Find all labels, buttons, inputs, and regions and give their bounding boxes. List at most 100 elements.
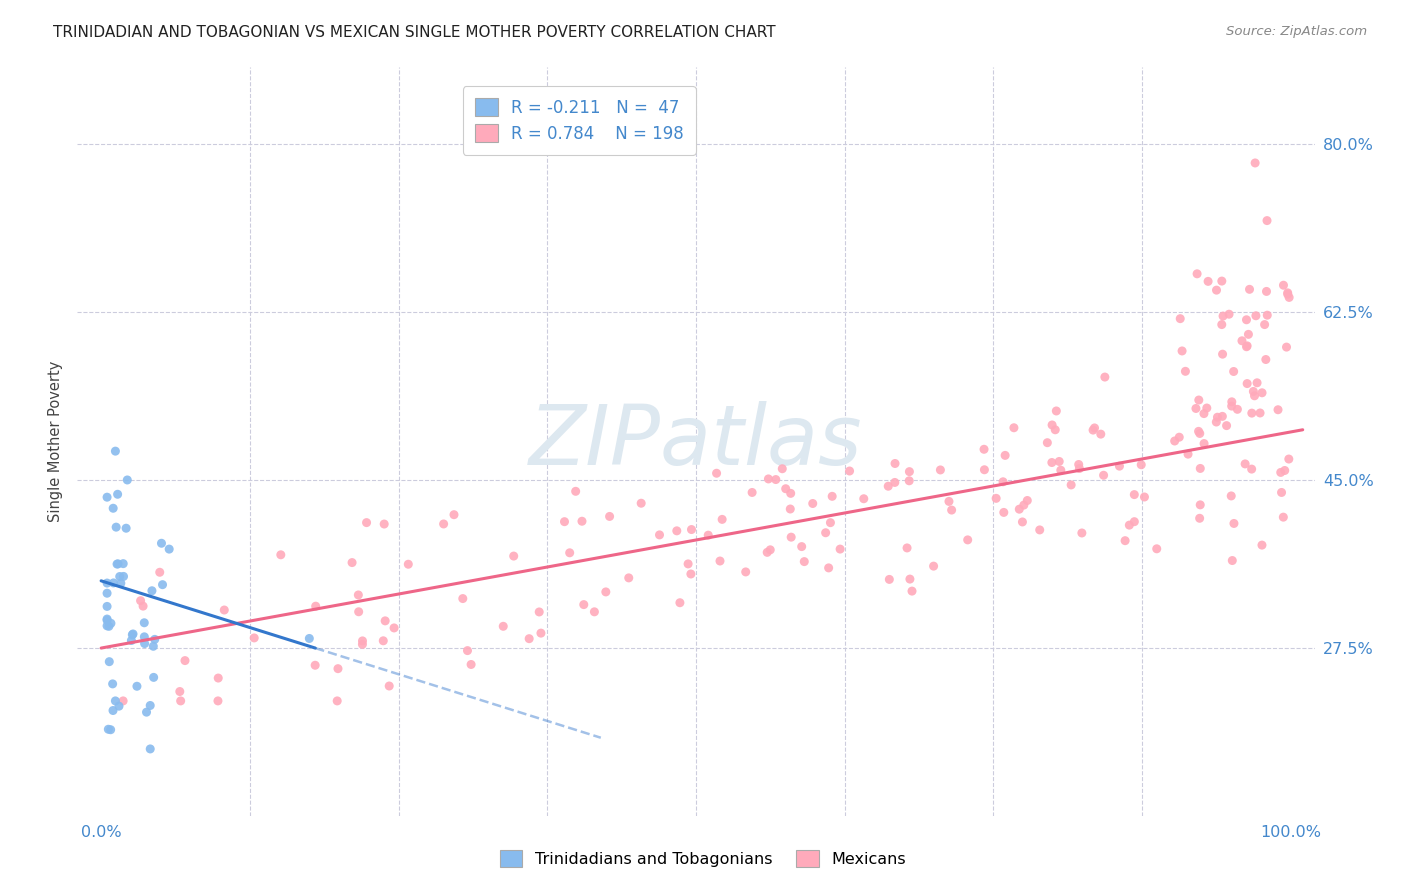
Point <box>681 523 703 537</box>
Point <box>877 479 900 493</box>
Point <box>830 542 852 557</box>
Point <box>617 571 640 585</box>
Point <box>765 473 787 487</box>
Point <box>105 520 128 534</box>
Point <box>1275 340 1298 354</box>
Point <box>993 505 1015 519</box>
Point <box>1244 156 1267 170</box>
Point <box>994 449 1017 463</box>
Y-axis label: Single Mother Poverty: Single Mother Poverty <box>48 361 63 522</box>
Point <box>711 512 734 526</box>
Point <box>669 596 692 610</box>
Point <box>1274 463 1296 477</box>
Point <box>1123 487 1146 501</box>
Point <box>779 486 801 500</box>
Point <box>572 598 595 612</box>
Point <box>112 557 135 571</box>
Point <box>1237 327 1260 342</box>
Point <box>709 554 731 568</box>
Point <box>1230 334 1253 348</box>
Point <box>1246 376 1268 390</box>
Point <box>630 496 652 510</box>
Point <box>139 698 162 713</box>
Point <box>152 577 174 591</box>
Point <box>1243 389 1265 403</box>
Point <box>96 612 118 626</box>
Point <box>679 566 702 581</box>
Text: Source: ZipAtlas.com: Source: ZipAtlas.com <box>1226 25 1367 38</box>
Point <box>374 614 396 628</box>
Point <box>1256 308 1278 322</box>
Point <box>169 684 191 698</box>
Point <box>121 628 143 642</box>
Point <box>1092 468 1115 483</box>
Point <box>1118 518 1140 533</box>
Point <box>1239 282 1261 296</box>
Point <box>105 557 128 571</box>
Point <box>97 723 120 737</box>
Point <box>1094 370 1116 384</box>
Point <box>1036 435 1059 450</box>
Point <box>326 662 349 676</box>
Point <box>595 585 617 599</box>
Point <box>1236 340 1258 354</box>
Point <box>898 474 921 488</box>
Point <box>492 619 515 633</box>
Point <box>1188 511 1211 525</box>
Point <box>884 457 907 471</box>
Point <box>780 530 803 544</box>
Point <box>1045 423 1067 437</box>
Point <box>270 548 292 562</box>
Point <box>564 484 586 499</box>
Point <box>1040 417 1063 432</box>
Point <box>984 491 1007 506</box>
Point <box>96 599 118 614</box>
Point <box>1251 385 1274 400</box>
Point <box>1270 485 1292 500</box>
Point <box>1040 456 1063 470</box>
Point <box>443 508 465 522</box>
Point <box>665 524 688 538</box>
Point <box>1277 287 1299 301</box>
Point <box>433 516 456 531</box>
Point <box>676 557 699 571</box>
Point <box>1267 402 1289 417</box>
Point <box>110 576 132 591</box>
Point <box>530 626 553 640</box>
Point <box>558 546 581 560</box>
Point <box>1133 490 1156 504</box>
Point <box>529 605 551 619</box>
Point <box>922 559 945 574</box>
Point <box>1220 394 1243 409</box>
Point <box>1211 409 1233 424</box>
Point <box>973 442 995 457</box>
Point <box>169 694 191 708</box>
Point <box>243 631 266 645</box>
Point <box>149 566 172 580</box>
Point <box>1278 290 1301 304</box>
Point <box>1177 447 1199 461</box>
Point <box>1254 352 1277 367</box>
Point <box>1187 425 1209 439</box>
Point <box>1270 466 1292 480</box>
Point <box>396 558 419 572</box>
Point <box>125 679 148 693</box>
Point <box>96 576 118 591</box>
Point <box>174 654 197 668</box>
Point <box>1045 404 1067 418</box>
Point <box>1197 274 1219 288</box>
Point <box>1195 401 1218 415</box>
Point <box>96 586 118 600</box>
Point <box>734 565 756 579</box>
Point <box>1205 415 1227 429</box>
Point <box>793 555 815 569</box>
Point <box>1114 533 1136 548</box>
Point <box>1241 384 1264 399</box>
Point <box>347 588 370 602</box>
Point <box>1188 392 1211 407</box>
Point <box>304 658 326 673</box>
Point <box>98 655 121 669</box>
Point <box>150 536 173 550</box>
Point <box>1130 458 1153 472</box>
Point <box>1223 516 1246 531</box>
